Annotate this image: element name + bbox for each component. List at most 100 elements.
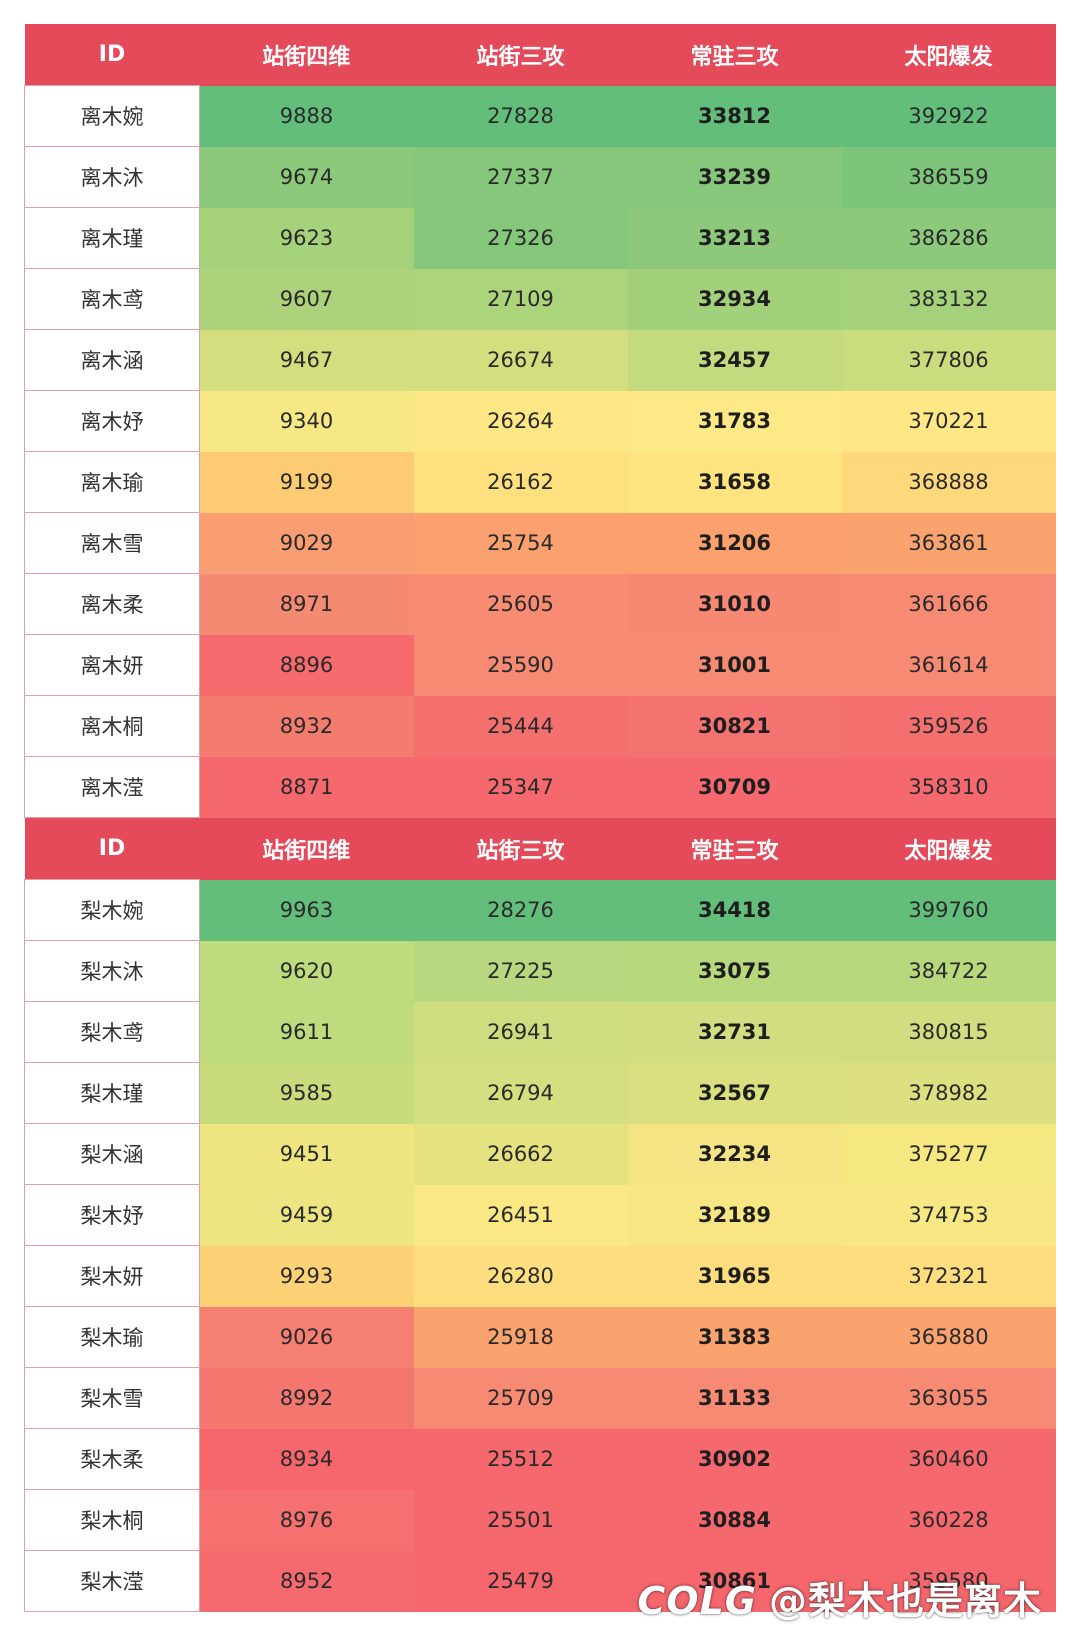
row-id: 离木柔 [24,573,200,635]
row-id: 梨木妤 [24,1184,200,1246]
value-cell: 386559 [841,146,1056,208]
value-cell: 26674 [413,329,628,391]
table-row: 梨木沐 9620 27225 33075 384722 [24,940,1056,1002]
table-row: 离木瑾 9623 27326 33213 386286 [24,207,1056,269]
value-cell: 9963 [199,879,414,941]
column-header: 站街三攻 [413,24,628,86]
row-id: 离木鸢 [24,268,200,330]
table-row: 离木瑜 9199 26162 31658 368888 [24,451,1056,513]
value-cell: 25709 [413,1367,628,1429]
value-cell: 8934 [199,1428,414,1490]
value-cell: 31206 [627,512,842,574]
value-cell: 26794 [413,1062,628,1124]
value-cell: 9611 [199,1001,414,1063]
value-cell: 30884 [627,1489,842,1551]
table-row: 离木涵 9467 26674 32457 377806 [24,329,1056,391]
value-cell: 9199 [199,451,414,513]
value-cell: 26662 [413,1123,628,1185]
column-header: 站街四维 [199,817,414,880]
value-cell: 9029 [199,512,414,574]
value-cell: 25347 [413,756,628,818]
value-cell: 383132 [841,268,1056,330]
value-cell: 28276 [413,879,628,941]
value-cell: 360460 [841,1428,1056,1490]
row-id: 离木瑜 [24,451,200,513]
column-header: 太阳爆发 [841,24,1056,86]
watermark: COLG @梨木也是离木 [637,1570,1042,1625]
row-id: 离木雪 [24,512,200,574]
value-cell: 33239 [627,146,842,208]
value-cell: 361614 [841,634,1056,696]
value-cell: 372321 [841,1245,1056,1307]
row-id: 离木瑾 [24,207,200,269]
row-id: 离木桐 [24,695,200,757]
value-cell: 9623 [199,207,414,269]
value-cell: 386286 [841,207,1056,269]
value-cell: 27225 [413,940,628,1002]
row-id: 离木妤 [24,390,200,452]
column-header: 站街三攻 [413,817,628,880]
value-cell: 30902 [627,1428,842,1490]
value-cell: 32934 [627,268,842,330]
table-row: 梨木雪 8992 25709 31133 363055 [24,1367,1056,1429]
value-cell: 26264 [413,390,628,452]
value-cell: 8992 [199,1367,414,1429]
value-cell: 26162 [413,451,628,513]
table-row: 离木滢 8871 25347 30709 358310 [24,756,1056,818]
column-header: 站街四维 [199,24,414,86]
value-cell: 368888 [841,451,1056,513]
value-cell: 27109 [413,268,628,330]
value-cell: 27337 [413,146,628,208]
row-id: 离木沐 [24,146,200,208]
value-cell: 359580 [841,1550,1056,1612]
colg-logo: COLG [637,1579,757,1623]
value-cell: 26941 [413,1001,628,1063]
table-row: 离木妍 8896 25590 31001 361614 [24,634,1056,696]
value-cell: 31010 [627,573,842,635]
table-row: 梨木妍 9293 26280 31965 372321 [24,1245,1056,1307]
table-row: 梨木涵 9451 26662 32234 375277 [24,1123,1056,1185]
value-cell: 26451 [413,1184,628,1246]
row-id: 梨木妍 [24,1245,200,1307]
value-cell: 31001 [627,634,842,696]
value-cell: 34418 [627,879,842,941]
value-cell: 9467 [199,329,414,391]
table-row: 梨木瑜 9026 25918 31383 365880 [24,1306,1056,1368]
value-cell: 378982 [841,1062,1056,1124]
table-row: 离木沐 9674 27337 33239 386559 [24,146,1056,208]
value-cell: 9585 [199,1062,414,1124]
row-id: 梨木沐 [24,940,200,1002]
value-cell: 25444 [413,695,628,757]
table-row: 离木鸢 9607 27109 32934 383132 [24,268,1056,330]
value-cell: 370221 [841,390,1056,452]
table-row: 梨木柔 8934 25512 30902 360460 [24,1428,1056,1490]
table-row: 梨木桐 8976 25501 30884 360228 [24,1489,1056,1551]
table-row: 离木桐 8932 25444 30821 359526 [24,695,1056,757]
table-row: 梨木瑾 9585 26794 32567 378982 [24,1062,1056,1124]
value-cell: 365880 [841,1306,1056,1368]
table-row: 梨木妤 9459 26451 32189 374753 [24,1184,1056,1246]
column-header: ID [24,24,200,86]
row-id: 离木涵 [24,329,200,391]
value-cell: 8896 [199,634,414,696]
value-cell: 25479 [413,1550,628,1612]
header-row: ID 站街四维 站街三攻 常驻三攻 太阳爆发 [24,24,1056,86]
value-cell: 374753 [841,1184,1056,1246]
row-id: 梨木瑾 [24,1062,200,1124]
value-cell: 31658 [627,451,842,513]
value-cell: 33075 [627,940,842,1002]
row-id: 离木婉 [24,85,200,147]
value-cell: 31133 [627,1367,842,1429]
table-row: 离木柔 8971 25605 31010 361666 [24,573,1056,635]
value-cell: 9451 [199,1123,414,1185]
value-cell: 377806 [841,329,1056,391]
value-cell: 32731 [627,1001,842,1063]
row-id: 梨木桐 [24,1489,200,1551]
value-cell: 30821 [627,695,842,757]
value-cell: 8932 [199,695,414,757]
value-cell: 25590 [413,634,628,696]
value-cell: 25605 [413,573,628,635]
row-id: 梨木涵 [24,1123,200,1185]
value-cell: 8952 [199,1550,414,1612]
value-cell: 9674 [199,146,414,208]
